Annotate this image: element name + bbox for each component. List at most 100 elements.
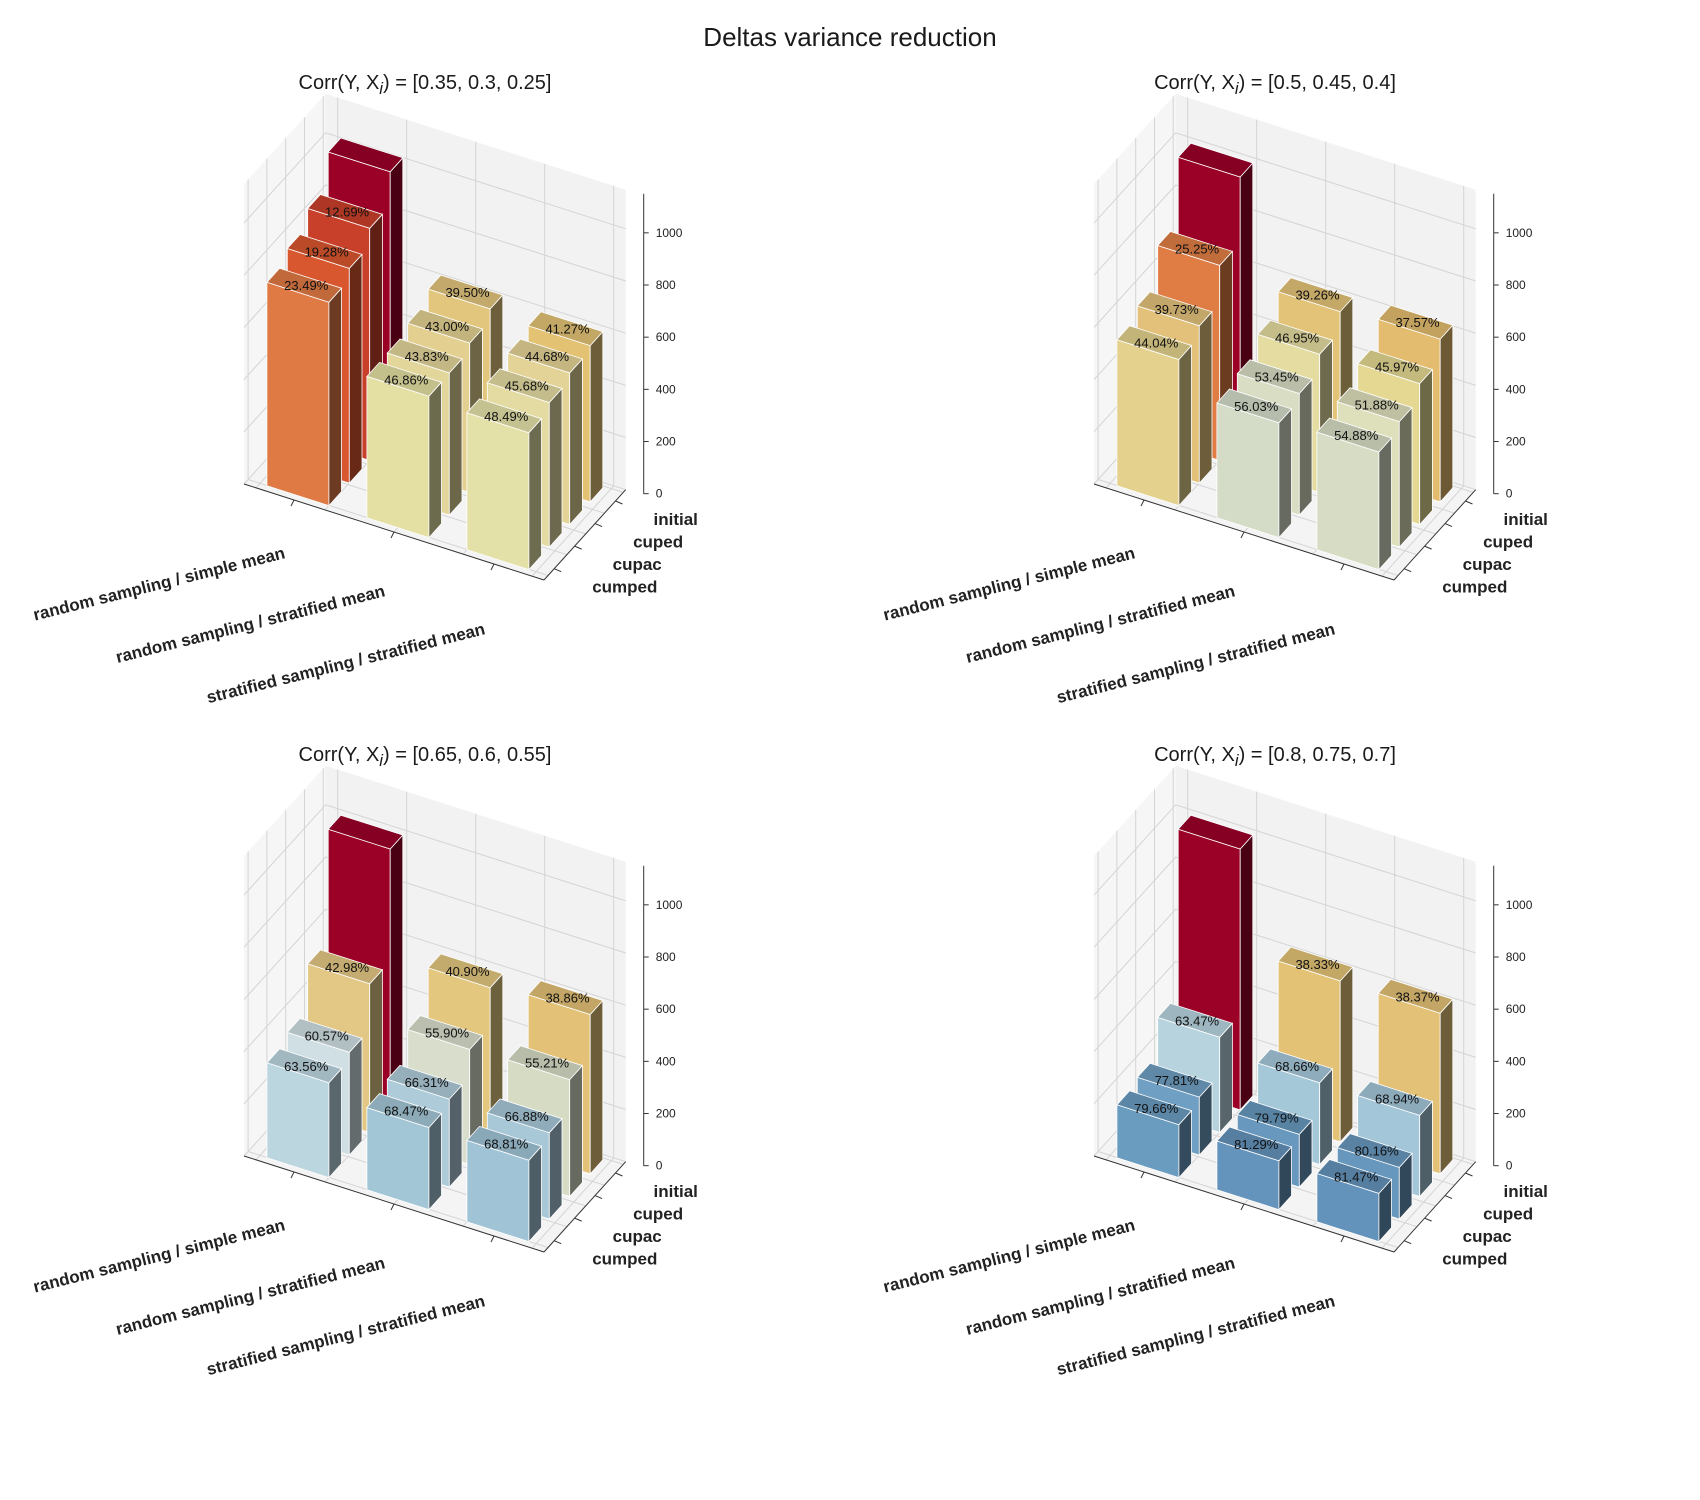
bar-top-face [306, 949, 384, 985]
bar: 68.81% [466, 1125, 543, 1243]
bar-side-face [1419, 368, 1433, 526]
subplot-2: Corr(Y, Xi) = [0.5, 0.45, 0.4] 0 200 400 60… [850, 60, 1700, 732]
bar-data-label: 23.49% [284, 278, 329, 293]
z-gridline [1093, 132, 1476, 230]
bar-data-label: 40.90% [445, 964, 490, 979]
y-tick [574, 1217, 582, 1222]
bar-top-face [1356, 349, 1434, 385]
x-axis-line [243, 483, 545, 581]
bar-data-label: 46.95% [1275, 330, 1320, 345]
y-axis-line [1393, 1161, 1477, 1253]
bar-side-face [528, 417, 542, 571]
bar-front-face [1316, 431, 1380, 571]
bar-top-face [1116, 1090, 1193, 1126]
y-category-label: cuped [1483, 533, 1533, 552]
bar-top-face [427, 274, 504, 310]
y-tick [615, 1172, 623, 1177]
bar-top-face [1136, 1062, 1213, 1098]
bar-top-face [466, 398, 543, 434]
x-gridline [531, 185, 615, 577]
bar-data-label: 45.97% [1375, 360, 1420, 375]
x-tick [1340, 1235, 1345, 1243]
z-tick-label: 400 [1506, 1054, 1526, 1068]
bar-top-face [1377, 304, 1454, 340]
bar-front-face [1216, 402, 1280, 539]
bar-side-face [1378, 436, 1392, 571]
z-tick-label: 0 [656, 487, 663, 501]
bar-side-face [589, 330, 604, 503]
z-gridline [243, 908, 626, 1006]
y-category-label: initial [653, 510, 697, 529]
z-gridline [1093, 908, 1476, 1006]
subplot-title: Corr(Y, Xi) = [0.35, 0.3, 0.25] [298, 72, 552, 98]
bar-top-face [1277, 277, 1354, 313]
bar-top-face [506, 1045, 584, 1081]
y-tick [1424, 545, 1432, 550]
bar-top-face [506, 338, 584, 374]
z-gridline [243, 804, 626, 902]
z-tick-label: 200 [656, 1107, 676, 1121]
x-category-label: random sampling / simple mean [31, 1215, 287, 1296]
y-gridline [1097, 179, 1399, 576]
bar-side-face [1219, 1022, 1233, 1134]
x-tick [390, 1203, 395, 1211]
y-tick [1465, 1172, 1473, 1177]
bar-top-face [1236, 1100, 1313, 1135]
z-tick-label: 1000 [656, 226, 683, 240]
bar-data-label: 39.50% [445, 285, 490, 300]
bar-top-face [1336, 1133, 1413, 1168]
z-gridline [243, 184, 626, 282]
bar: 46.86% [366, 361, 443, 539]
z-tick-label: 600 [656, 1002, 676, 1016]
bar-top-face [1136, 291, 1213, 327]
bar-top-face [1256, 1048, 1334, 1084]
bar-side-face [1439, 324, 1454, 503]
y-category-label: initial [1503, 1182, 1547, 1201]
subplot-title: Corr(Y, Xi) = [0.8, 0.75, 0.7] [1154, 744, 1396, 770]
z-tick-label: 400 [1506, 382, 1526, 396]
bar-top-face [1277, 946, 1354, 982]
bar-top-face [486, 1098, 563, 1134]
y-tick [1444, 523, 1453, 528]
bar: 81.29% [1216, 1126, 1293, 1211]
bar-side-face [548, 387, 563, 549]
z-tick-label: 600 [656, 330, 676, 344]
bar-data-label: 81.47% [1334, 1169, 1379, 1184]
bar-data-label: 55.90% [425, 1026, 470, 1041]
bar-data-label: 51.88% [1355, 398, 1400, 413]
x-axis-line [1093, 483, 1395, 581]
bar-top-face [1177, 142, 1254, 178]
bar-data-label: 68.47% [384, 1104, 429, 1119]
x-tick [290, 499, 295, 507]
bar-side-face [1439, 998, 1454, 1175]
bar-data-label: 44.04% [1134, 336, 1179, 351]
bar-data-label: 48.49% [484, 409, 529, 424]
bar-top-face [1377, 978, 1454, 1014]
z-tick-label: 0 [1506, 487, 1513, 501]
bar-top-face [327, 137, 404, 173]
bar-front-face [1116, 339, 1180, 507]
bar: 68.47% [366, 1093, 443, 1211]
bar-data-label: 56.03% [1234, 399, 1279, 414]
z-gridline [243, 132, 626, 230]
bar-top-face [406, 308, 484, 344]
left-wall [1094, 765, 1176, 1156]
bar-data-label: 79.66% [1134, 1101, 1179, 1116]
bar-top-face [1316, 1159, 1393, 1194]
y-tick [594, 523, 603, 528]
y-tick [1444, 1195, 1453, 1200]
y-tick [1465, 500, 1473, 505]
bar: 56.03% [1216, 388, 1293, 539]
z-tick-label: 800 [1506, 950, 1526, 964]
bar-side-face [448, 1084, 463, 1189]
bar-data-label: 54.88% [1334, 428, 1379, 443]
bar-top-face [306, 194, 384, 229]
y-category-label: cupac [613, 1227, 662, 1246]
x-tick [1240, 1203, 1245, 1211]
bar-data-label: 66.88% [505, 1109, 550, 1124]
z-tick-label: 1000 [1506, 898, 1533, 912]
z-tick-label: 800 [1506, 278, 1526, 292]
bar-top-face [266, 267, 343, 303]
bar-top-face [527, 980, 604, 1015]
bar-data-label: 77.81% [1155, 1073, 1200, 1088]
